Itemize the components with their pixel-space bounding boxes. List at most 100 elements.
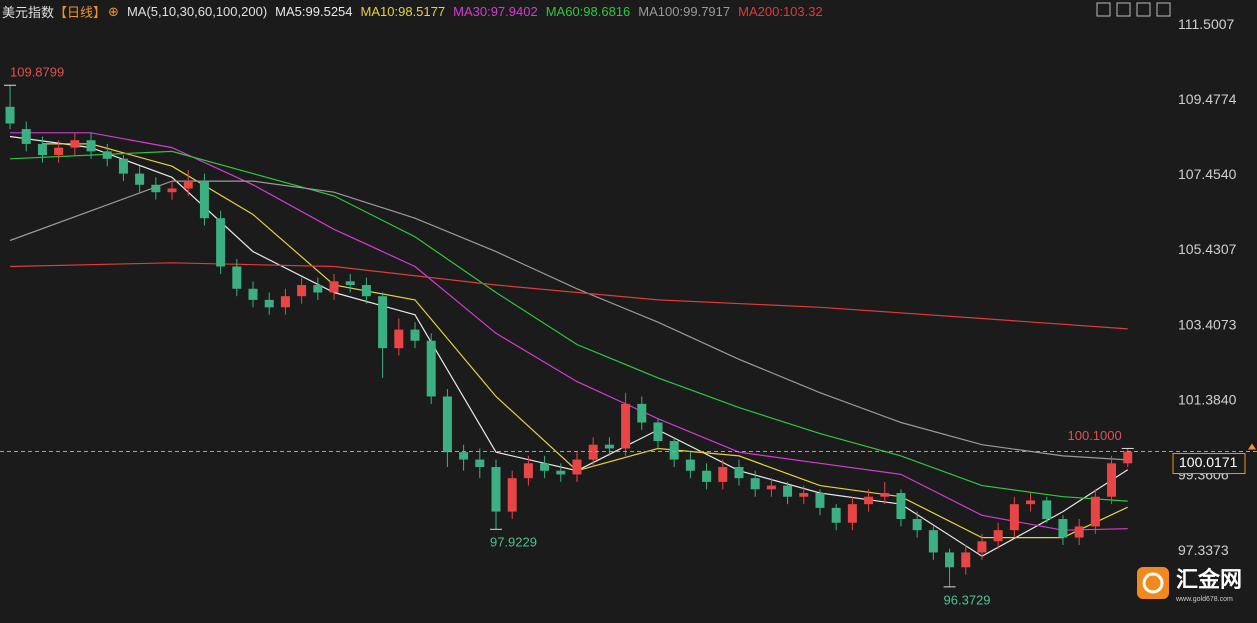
candle-body bbox=[831, 507, 841, 523]
candle-body bbox=[232, 266, 242, 289]
candle-body bbox=[588, 444, 598, 460]
logo-mark bbox=[1142, 572, 1164, 594]
candle-body bbox=[864, 496, 874, 505]
legend-entry: MA200:103.32 bbox=[738, 4, 823, 19]
candle-body bbox=[1090, 496, 1100, 527]
candle-body bbox=[880, 493, 890, 497]
candle-body bbox=[135, 173, 145, 185]
y-tick-label: 103.4073 bbox=[1178, 316, 1237, 332]
settings-icon[interactable]: ⊕ bbox=[108, 3, 119, 19]
candle-body bbox=[151, 184, 161, 193]
legend-value: 103.32 bbox=[782, 4, 823, 19]
toolbar-button[interactable] bbox=[1096, 2, 1111, 17]
candle-body bbox=[653, 422, 663, 442]
candle-body bbox=[912, 519, 922, 531]
candle-body bbox=[297, 285, 307, 297]
y-tick-label: 101.3840 bbox=[1178, 391, 1237, 407]
candle-body bbox=[945, 552, 955, 568]
candle-body bbox=[410, 329, 420, 341]
candle-body bbox=[766, 485, 776, 490]
ma-line bbox=[10, 132, 1128, 531]
legend-separator: : bbox=[679, 4, 684, 19]
toolbar-button[interactable] bbox=[1136, 2, 1151, 17]
legend-value: 97.9402 bbox=[490, 4, 538, 19]
extreme-label: 97.9229 bbox=[490, 535, 537, 550]
toolbar-button[interactable] bbox=[1156, 2, 1171, 17]
candle-body bbox=[86, 140, 96, 152]
candle-body bbox=[783, 485, 793, 497]
current-price-arrow bbox=[1248, 443, 1256, 450]
candle-body bbox=[21, 129, 31, 144]
extreme-label: 96.3729 bbox=[944, 592, 991, 607]
candle-body bbox=[329, 281, 339, 293]
legend-entry: MA30:97.9402 bbox=[453, 4, 538, 19]
candle-body bbox=[248, 288, 258, 300]
candle-body bbox=[604, 444, 614, 449]
logo-icon bbox=[1137, 567, 1169, 599]
candle-body bbox=[442, 396, 452, 453]
candle-body bbox=[993, 530, 1003, 542]
candle-body bbox=[556, 470, 566, 475]
candle-body bbox=[264, 299, 274, 308]
candle-body bbox=[685, 459, 695, 471]
y-tick-label: 97.3373 bbox=[1178, 542, 1229, 558]
legend-separator: : bbox=[487, 4, 491, 19]
candle-body bbox=[313, 285, 323, 293]
legend-name: MA100 bbox=[638, 4, 680, 19]
legend-entry: MA10:98.5177 bbox=[361, 4, 446, 19]
extreme-label: 109.8799 bbox=[10, 65, 64, 80]
legend-name: MA5 bbox=[275, 4, 302, 19]
candle-body bbox=[847, 504, 857, 523]
candle-body bbox=[54, 147, 64, 156]
candle-body bbox=[1009, 504, 1019, 531]
candle-body bbox=[718, 467, 728, 482]
toolbar bbox=[1096, 2, 1171, 17]
extreme-label: 100.1000 bbox=[1068, 428, 1122, 443]
ma-line bbox=[9, 262, 1128, 330]
candle-body bbox=[459, 452, 469, 460]
candle-body bbox=[750, 478, 760, 490]
candle-body bbox=[199, 181, 209, 219]
candle-body bbox=[507, 478, 517, 512]
candle-body bbox=[1107, 463, 1117, 497]
candle-body bbox=[426, 340, 436, 397]
y-tick-label: 107.4540 bbox=[1178, 166, 1237, 182]
candle-body bbox=[102, 151, 112, 159]
candle-body bbox=[118, 158, 128, 174]
candle-body bbox=[1074, 526, 1084, 538]
current-price-box bbox=[1172, 453, 1246, 475]
candle-body bbox=[183, 181, 193, 189]
candle-body bbox=[37, 143, 47, 156]
period[interactable]: 【日线】 bbox=[54, 5, 107, 20]
candle-body bbox=[70, 140, 80, 148]
legend-name: MA60 bbox=[545, 4, 580, 19]
toolbar-button[interactable] bbox=[1116, 2, 1131, 17]
candle-body bbox=[540, 463, 550, 471]
candle-body bbox=[378, 296, 388, 349]
candle-body bbox=[280, 296, 290, 308]
candle-body bbox=[928, 530, 938, 553]
y-tick-label: 109.4774 bbox=[1178, 91, 1237, 107]
candle-body bbox=[621, 403, 631, 449]
candle-body bbox=[5, 106, 15, 124]
candle-body bbox=[475, 459, 485, 468]
candle-body bbox=[1058, 519, 1068, 538]
candle-body bbox=[1026, 500, 1036, 505]
legend-value: 98.5177 bbox=[398, 4, 446, 19]
ma-line bbox=[9, 135, 1129, 557]
legend-separator: : bbox=[579, 4, 584, 19]
candle-body bbox=[361, 285, 371, 297]
candle-body bbox=[167, 188, 177, 193]
legend-name: MA10 bbox=[360, 4, 395, 19]
candle-body bbox=[815, 493, 825, 508]
legend-name: MA200 bbox=[738, 4, 780, 19]
legend-entry: MA5:99.5254 bbox=[275, 4, 352, 19]
watermark-url: www.gold678.com bbox=[1175, 596, 1233, 603]
candle-body bbox=[961, 552, 971, 568]
candle-body bbox=[491, 467, 501, 512]
watermark-name: 汇金网 bbox=[1176, 567, 1242, 592]
legend-value: 99.5254 bbox=[305, 4, 353, 19]
candle-body bbox=[799, 493, 809, 497]
